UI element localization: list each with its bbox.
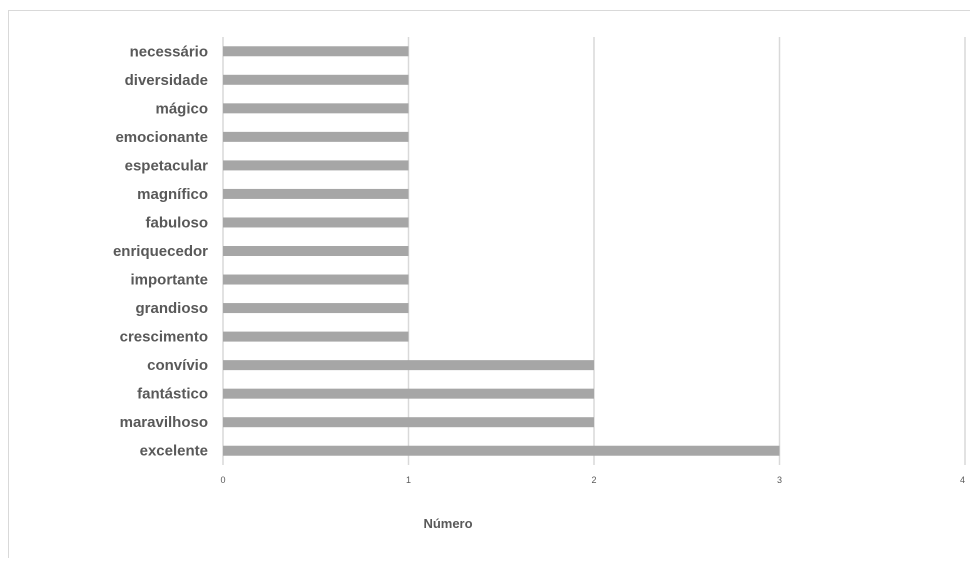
bar-4 bbox=[223, 160, 409, 171]
bar-2 bbox=[223, 103, 409, 114]
bars bbox=[223, 46, 780, 456]
category-label-12: fantástico bbox=[137, 386, 208, 403]
bar-13 bbox=[223, 417, 594, 428]
x-tick-label-2: 2 bbox=[591, 475, 596, 485]
bar-10 bbox=[223, 331, 409, 342]
x-axis-label: Número bbox=[423, 516, 472, 531]
category-label-9: grandioso bbox=[135, 300, 208, 317]
x-tick-label-0: 0 bbox=[220, 475, 225, 485]
category-label-11: convívio bbox=[147, 357, 208, 374]
chart-frame bbox=[8, 10, 970, 558]
bar-1 bbox=[223, 74, 409, 85]
x-tick-label-3: 3 bbox=[777, 475, 782, 485]
category-label-8: importante bbox=[130, 272, 208, 289]
category-label-7: enriquecedor bbox=[113, 243, 208, 260]
bar-8 bbox=[223, 274, 409, 285]
bar-12 bbox=[223, 388, 594, 399]
category-labels: necessário diversidade mágico emocionante es… bbox=[113, 43, 208, 459]
bar-11 bbox=[223, 360, 594, 371]
category-label-2: mágico bbox=[155, 100, 208, 117]
category-label-4: espetacular bbox=[125, 157, 209, 174]
category-label-0: necessário bbox=[130, 43, 208, 60]
x-tick-labels: 0 1 2 3 4 bbox=[220, 475, 965, 485]
bar-7 bbox=[223, 246, 409, 256]
category-label-13: maravilhoso bbox=[120, 414, 208, 431]
bar-14 bbox=[223, 445, 780, 456]
bar-9 bbox=[223, 303, 409, 314]
category-label-10: crescimento bbox=[120, 329, 208, 346]
x-tick-label-4: 4 bbox=[960, 475, 965, 485]
category-label-5: magnífico bbox=[137, 186, 208, 203]
category-label-14: excelente bbox=[140, 443, 208, 460]
category-label-6: fabuloso bbox=[146, 214, 209, 231]
bar-6 bbox=[223, 217, 409, 228]
bar-5 bbox=[223, 188, 409, 199]
bar-3 bbox=[223, 131, 409, 142]
category-label-1: diversidade bbox=[125, 72, 208, 89]
category-label-3: emocionante bbox=[115, 129, 208, 146]
x-tick-label-1: 1 bbox=[406, 475, 411, 485]
bar-0 bbox=[223, 46, 409, 57]
